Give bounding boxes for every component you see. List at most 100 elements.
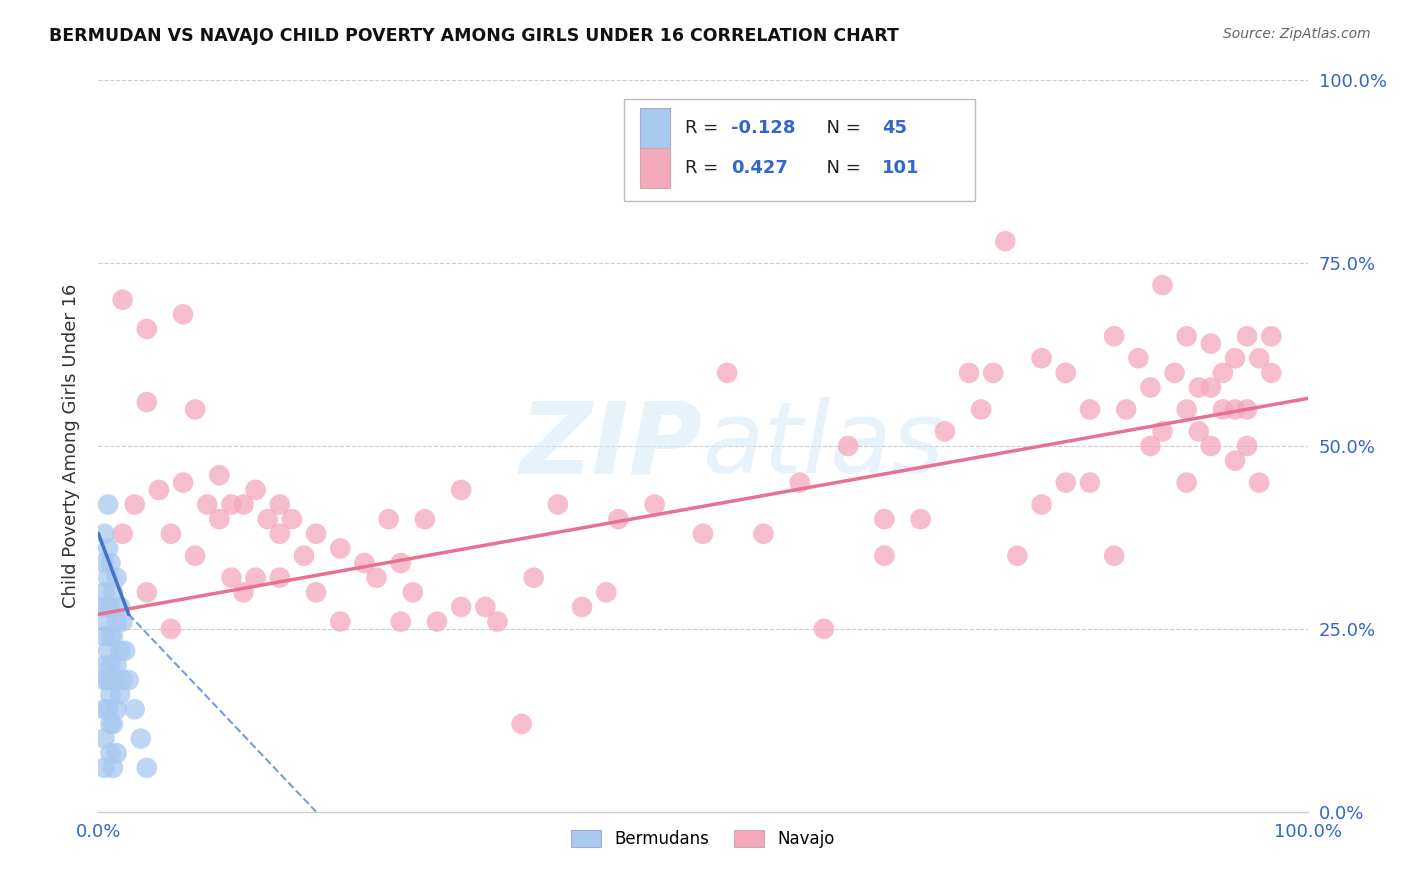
Point — [100, 629, 122, 643]
Legend: Bermudans, Navajo: Bermudans, Navajo — [564, 823, 842, 855]
Point — [1139, 380, 1161, 394]
Point — [135, 395, 157, 409]
Point — [1007, 549, 1029, 563]
Point — [692, 526, 714, 541]
Point — [1175, 329, 1198, 343]
Point — [1260, 329, 1282, 343]
Point — [644, 498, 666, 512]
Point — [377, 512, 399, 526]
Point — [1188, 380, 1211, 394]
Point — [221, 571, 243, 585]
Point — [873, 512, 896, 526]
Point — [813, 622, 835, 636]
Text: -0.128: -0.128 — [731, 119, 796, 136]
Point — [160, 622, 183, 636]
Point — [292, 549, 315, 563]
Point — [981, 366, 1004, 380]
Point — [93, 629, 115, 643]
Point — [93, 599, 115, 614]
Point — [1139, 439, 1161, 453]
Point — [1188, 425, 1211, 439]
Text: ZIP: ZIP — [520, 398, 703, 494]
Point — [1249, 475, 1271, 490]
Point — [305, 585, 328, 599]
Point — [101, 761, 124, 775]
Point — [135, 585, 157, 599]
Point — [269, 571, 291, 585]
Point — [124, 702, 146, 716]
Point — [97, 571, 120, 585]
Point — [148, 483, 170, 497]
Point — [93, 658, 115, 673]
Point — [100, 688, 122, 702]
Point — [100, 746, 122, 760]
Point — [571, 599, 593, 614]
Point — [111, 673, 134, 687]
Point — [1054, 366, 1077, 380]
Text: R =: R = — [685, 119, 724, 136]
Point — [402, 585, 425, 599]
Point — [269, 498, 291, 512]
Point — [486, 615, 509, 629]
Point — [523, 571, 546, 585]
Point — [934, 425, 956, 439]
Point — [450, 483, 472, 497]
Text: atlas: atlas — [703, 398, 945, 494]
Point — [93, 731, 115, 746]
Point — [105, 746, 128, 760]
Point — [1236, 402, 1258, 417]
Point — [93, 526, 115, 541]
Point — [101, 629, 124, 643]
Point — [1249, 351, 1271, 366]
Text: R =: R = — [685, 159, 724, 177]
Point — [1152, 425, 1174, 439]
Point — [1031, 351, 1053, 366]
Point — [232, 498, 254, 512]
Point — [1175, 475, 1198, 490]
Point — [1212, 402, 1234, 417]
Point — [1102, 549, 1125, 563]
Point — [101, 585, 124, 599]
Text: BERMUDAN VS NAVAJO CHILD POVERTY AMONG GIRLS UNDER 16 CORRELATION CHART: BERMUDAN VS NAVAJO CHILD POVERTY AMONG G… — [49, 27, 898, 45]
Point — [245, 571, 267, 585]
Point — [1054, 475, 1077, 490]
Point — [97, 599, 120, 614]
Point — [547, 498, 569, 512]
Point — [105, 702, 128, 716]
Point — [124, 498, 146, 512]
Point — [305, 526, 328, 541]
Text: 45: 45 — [882, 119, 907, 136]
Point — [97, 541, 120, 556]
Point — [595, 585, 617, 599]
Point — [910, 512, 932, 526]
FancyBboxPatch shape — [640, 108, 671, 148]
Point — [1128, 351, 1150, 366]
Point — [208, 512, 231, 526]
Point — [389, 615, 412, 629]
Point — [837, 439, 859, 453]
Point — [1199, 380, 1222, 394]
Point — [101, 717, 124, 731]
Point — [716, 366, 738, 380]
Point — [413, 512, 436, 526]
Text: N =: N = — [815, 119, 868, 136]
Point — [97, 702, 120, 716]
Point — [93, 761, 115, 775]
Point — [256, 512, 278, 526]
Point — [1236, 439, 1258, 453]
Point — [93, 585, 115, 599]
Point — [970, 402, 993, 417]
Point — [208, 468, 231, 483]
FancyBboxPatch shape — [640, 148, 671, 188]
Point — [100, 658, 122, 673]
Point — [195, 498, 218, 512]
Point — [873, 549, 896, 563]
Point — [269, 526, 291, 541]
Point — [111, 615, 134, 629]
Point — [1078, 475, 1101, 490]
Point — [172, 307, 194, 321]
Point — [1212, 366, 1234, 380]
Point — [97, 498, 120, 512]
Point — [329, 615, 352, 629]
Point — [752, 526, 775, 541]
